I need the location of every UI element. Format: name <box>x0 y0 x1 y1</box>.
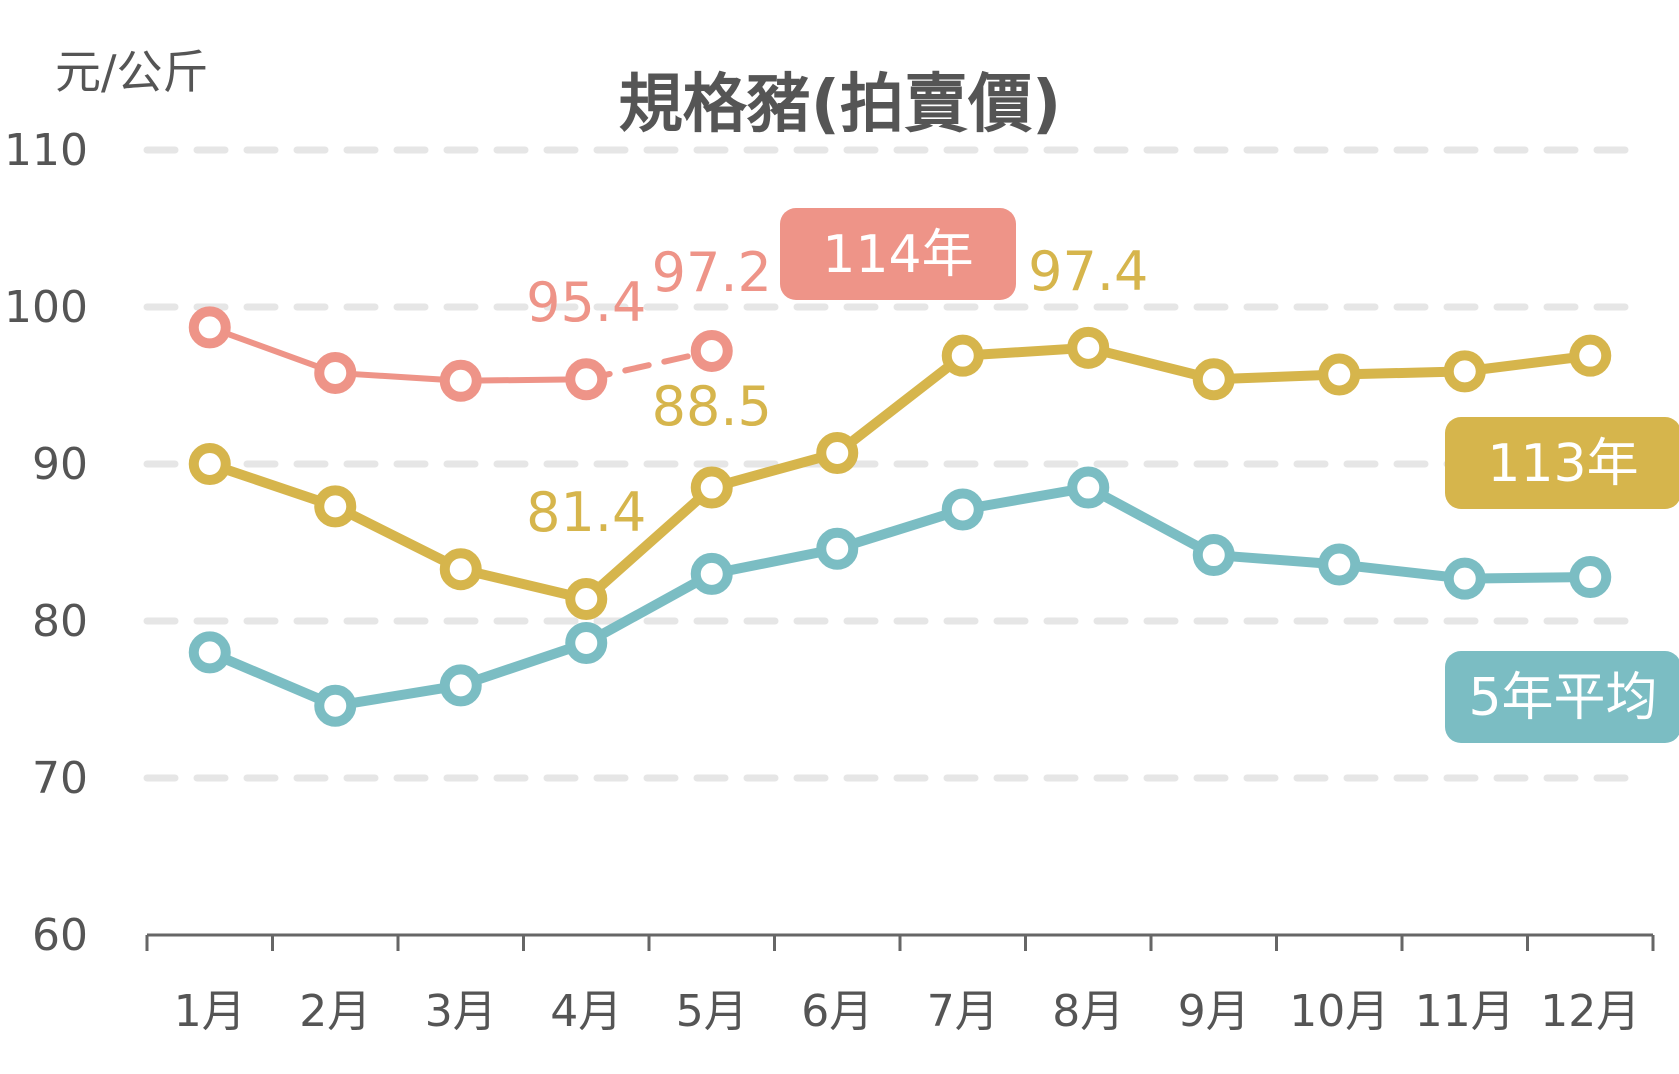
data-point <box>1443 557 1486 600</box>
data-point <box>690 466 733 509</box>
data-labels: 95.4 97.2 81.488.5 97.4 <box>526 240 1148 544</box>
series-line-segment <box>581 568 717 648</box>
x-tick-label: 2月 <box>299 986 371 1037</box>
y-axis-unit: 元/公斤 <box>55 45 209 99</box>
data-point <box>690 552 733 595</box>
series-line-segment <box>706 543 843 579</box>
y-tick-label: 80 <box>32 596 88 647</box>
x-tick-label: 11月 <box>1415 986 1515 1037</box>
series-line-segment <box>1459 350 1596 377</box>
x-tick-label: 3月 <box>425 986 497 1037</box>
series-line-segment <box>706 448 843 493</box>
series-line-segment <box>206 324 339 376</box>
data-label: 97.2 <box>652 241 772 304</box>
data-label: 81.4 <box>526 481 646 544</box>
x-axis: 1月 2月 3月 4月 5月 6月 7月 8月 9月 10月 11月 12月 <box>145 933 1655 1037</box>
series-line-segment <box>455 564 592 605</box>
x-tick-label: 8月 <box>1052 986 1124 1037</box>
badge-background <box>1445 417 1679 509</box>
data-point <box>565 358 608 401</box>
data-label: 95.4 <box>526 271 646 334</box>
y-tick-label: 70 <box>32 753 88 804</box>
y-tick-label: 90 <box>32 439 88 490</box>
chart-title: 規格豬(拍賣價) <box>619 68 1062 142</box>
series-line-segment <box>583 347 715 383</box>
x-tick-label: 12月 <box>1540 986 1640 1037</box>
data-point <box>1569 556 1612 599</box>
series-line-segment <box>204 647 341 711</box>
data-point <box>1443 350 1486 393</box>
data-point <box>314 684 357 727</box>
series-badge: 114年 <box>780 208 1016 300</box>
series-line-segment <box>832 504 968 554</box>
series-line-segment <box>455 637 592 691</box>
series-0 <box>188 466 1612 727</box>
series-line-segment <box>581 482 717 605</box>
x-tick-label: 9月 <box>1178 986 1250 1037</box>
x-tick-label: 1月 <box>174 986 246 1037</box>
x-tick-label: 4月 <box>550 986 622 1037</box>
data-point <box>439 664 482 707</box>
badge-label: 113年 <box>1487 434 1638 494</box>
data-point <box>1067 326 1110 369</box>
y-tick-label: 100 <box>4 282 88 333</box>
data-point <box>314 485 357 528</box>
series-badge: 5年平均 <box>1445 651 1679 743</box>
series-badges: 114年 113年 5年平均 <box>780 208 1679 743</box>
series-line-segment <box>957 482 1094 515</box>
data-point <box>188 306 231 349</box>
data-point <box>188 443 231 485</box>
series-lines <box>188 306 1612 727</box>
data-point <box>941 488 984 531</box>
series-line-segment <box>330 680 466 711</box>
y-axis-ticks: 60 70 80 90 100 110 <box>4 125 88 961</box>
series-line-segment <box>204 459 341 512</box>
series-2 <box>188 306 733 402</box>
series-line-segment <box>330 501 466 575</box>
series-line-segment <box>1083 482 1219 561</box>
x-tick-label: 10月 <box>1289 986 1389 1037</box>
data-point <box>439 548 482 591</box>
series-1 <box>188 326 1612 621</box>
x-tick-label: 6月 <box>801 986 873 1037</box>
data-point <box>1192 534 1235 577</box>
badge-label: 5年平均 <box>1468 668 1657 728</box>
data-point <box>1318 543 1361 586</box>
y-tick-label: 110 <box>4 125 88 176</box>
gridlines <box>143 146 1639 782</box>
data-point <box>314 351 357 394</box>
data-label: 97.4 <box>1028 240 1148 303</box>
data-point <box>941 334 984 377</box>
data-point <box>1569 334 1612 377</box>
x-tick-label: 7月 <box>927 986 999 1037</box>
data-point <box>1192 358 1235 401</box>
data-label: 88.5 <box>652 375 772 438</box>
series-line-segment <box>1334 559 1470 584</box>
data-point <box>816 432 859 475</box>
data-point <box>690 329 733 372</box>
y-tick-label: 60 <box>32 910 88 961</box>
data-point <box>439 359 482 402</box>
data-point <box>565 621 608 664</box>
data-point <box>1067 466 1110 509</box>
data-point <box>565 578 608 621</box>
series-line-segment <box>1083 342 1219 385</box>
badge-background <box>780 208 1016 300</box>
series-line-segment <box>832 350 968 459</box>
data-point <box>816 527 859 570</box>
x-tick-label: 5月 <box>676 986 748 1037</box>
badge-background <box>1445 651 1679 743</box>
data-point <box>188 631 231 674</box>
series-badge: 113年 <box>1445 417 1679 509</box>
data-point <box>1318 353 1361 396</box>
badge-label: 114年 <box>822 225 973 285</box>
